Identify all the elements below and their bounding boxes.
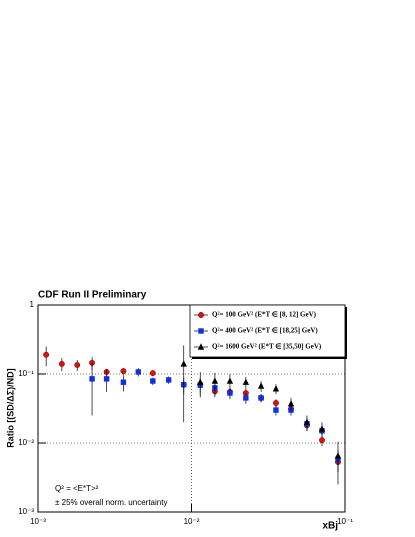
point — [318, 425, 326, 432]
point — [226, 377, 234, 384]
point — [198, 312, 204, 318]
point — [74, 362, 81, 368]
point — [303, 418, 311, 425]
point — [120, 379, 127, 385]
x-tick-label: 10⁻³ — [30, 517, 46, 526]
point — [257, 382, 265, 389]
point — [198, 328, 204, 334]
point — [135, 369, 141, 375]
point — [258, 395, 264, 401]
legend — [189, 304, 346, 358]
y-tick-label: 1 — [30, 300, 35, 309]
point — [103, 376, 110, 382]
point — [150, 378, 156, 384]
point — [319, 437, 325, 444]
point — [242, 378, 250, 385]
point — [273, 400, 279, 406]
point — [272, 385, 280, 392]
point — [165, 377, 172, 383]
point — [149, 370, 156, 377]
x-tick-label: 10⁻² — [184, 517, 200, 526]
point — [197, 343, 205, 350]
point — [273, 407, 279, 413]
y-tick-label: 10⁻² — [18, 438, 34, 447]
point — [243, 395, 249, 401]
point — [58, 360, 65, 367]
y-tick-label: 10⁻¹ — [18, 369, 34, 378]
point — [334, 452, 342, 459]
point — [227, 390, 233, 396]
x-tick-label: 10⁻¹ — [337, 517, 353, 526]
y-tick-label: 10⁻³ — [18, 507, 34, 516]
annotation: Q² = <E*T>² — [55, 484, 99, 493]
point — [180, 360, 187, 367]
point — [89, 376, 95, 382]
legend-label: Q²= 400 GeV² (E*T ∈ [18,25] GeV) — [212, 327, 318, 335]
legend-label: Q²= 1600 GeV² (E*T ∈ [35,50] GeV) — [212, 343, 322, 351]
point — [197, 378, 204, 385]
annotation: ± 25% overall norm. uncertainty — [55, 498, 167, 507]
point — [120, 368, 127, 375]
x-axis-label: xBj — [322, 521, 338, 532]
legend-label: Q²= 100 GeV² (E*T ∈ [8, 12] GeV) — [212, 311, 317, 319]
point — [211, 377, 219, 384]
point — [43, 351, 50, 358]
point — [287, 400, 295, 407]
chart-title: CDF Run II Preliminary — [38, 290, 147, 301]
y-axis-label: Ratio [(SD/ΔΣ)/ND] — [5, 368, 15, 447]
